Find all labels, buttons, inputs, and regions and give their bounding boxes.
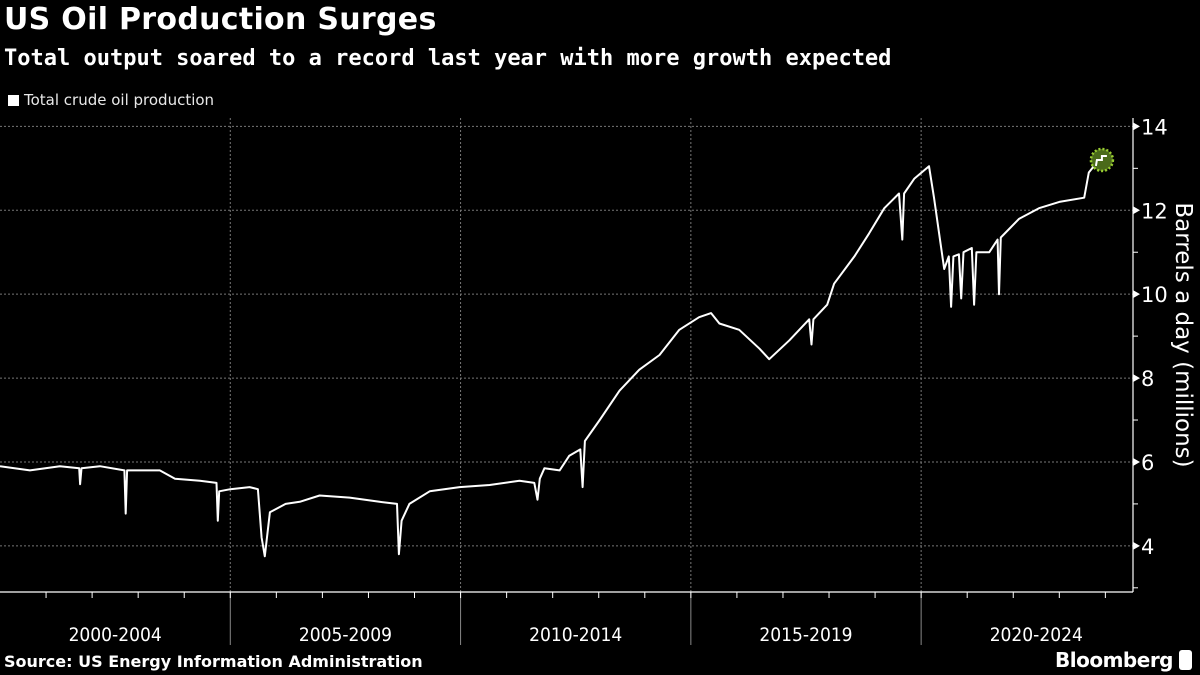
bloomberg-logo: Bloomberg [1055,648,1192,672]
series-line-total-crude-oil-production [0,159,1100,558]
y-tick-mark [1133,541,1140,550]
chart-subtitle: Total output soared to a record last yea… [4,46,892,71]
y-tick-mark [1133,206,1140,215]
y-tick-mark [1133,122,1140,131]
y-tick-label: 10 [1141,283,1168,307]
y-axis-title: Barrels a day (millions) [1170,202,1196,467]
y-tick-label: 12 [1141,199,1168,223]
y-tick-mark [1133,457,1140,466]
x-tick-label: 2000-2004 [69,624,162,646]
legend-label: Total crude oil production [24,91,215,109]
x-tick-label: 2015-2019 [759,624,852,646]
source-note: Source: US Energy Information Administra… [4,652,423,671]
y-tick-label: 8 [1141,367,1154,391]
x-tick-label: 2020-2024 [990,624,1083,646]
chart-title: US Oil Production Surges [4,2,437,37]
y-tick-mark [1133,290,1140,299]
y-tick-mark [1133,374,1140,383]
bloomberg-chart-icon [1179,650,1192,670]
latest-point-line [1094,154,1107,167]
legend-swatch [8,94,19,106]
legend: Total crude oil production [8,91,214,109]
x-tick-label: 2010-2014 [529,624,622,646]
x-tick-label: 2005-2009 [299,624,392,646]
y-tick-label: 6 [1141,451,1154,475]
y-tick-label: 4 [1141,535,1154,559]
brand-name: Bloomberg [1055,648,1173,672]
y-tick-label: 14 [1141,115,1168,139]
